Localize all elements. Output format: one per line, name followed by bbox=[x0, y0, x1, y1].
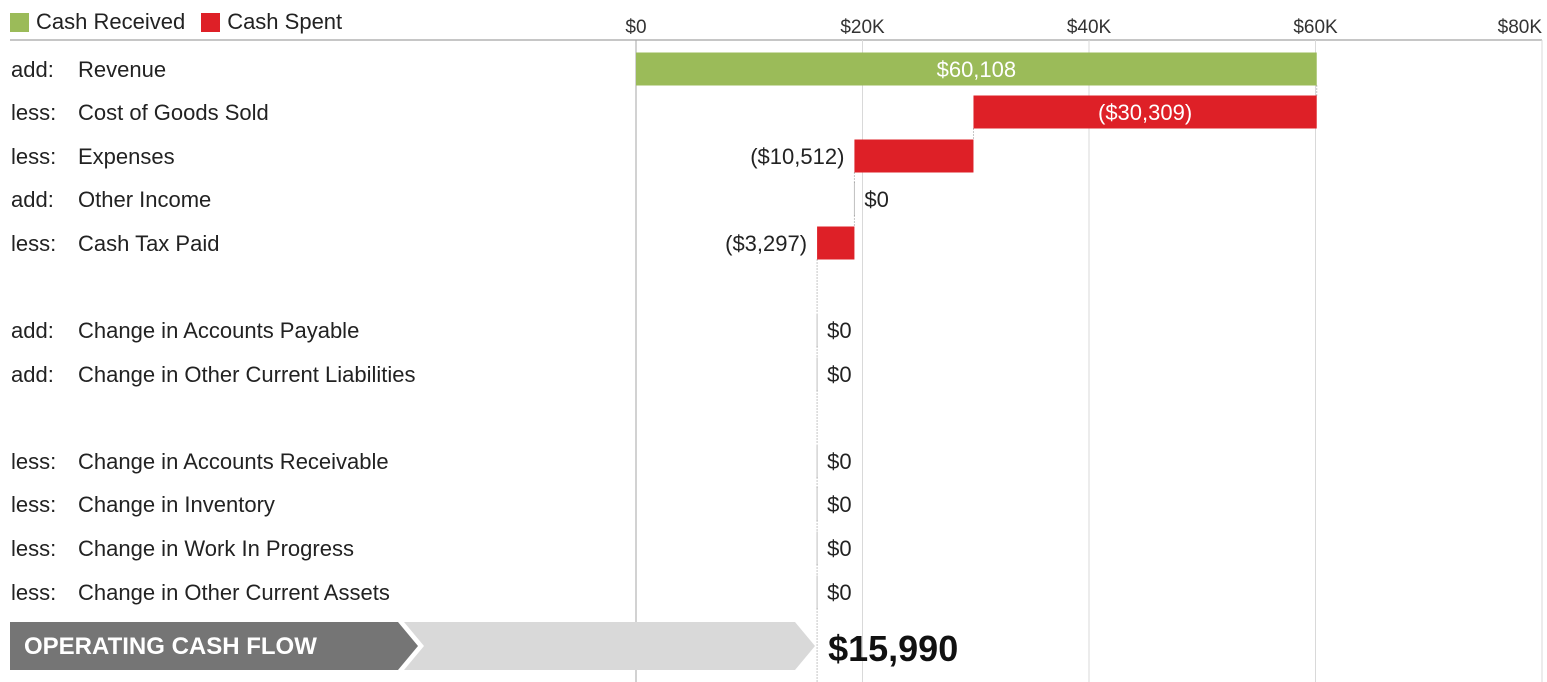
row-label: Cash Tax Paid bbox=[78, 231, 219, 256]
legend-swatch-received bbox=[10, 12, 29, 32]
total-banner-tail bbox=[404, 622, 815, 670]
value-label: $0 bbox=[827, 580, 851, 605]
row-label: Change in Accounts Receivable bbox=[78, 449, 389, 474]
waterfall-bar bbox=[973, 95, 1317, 129]
row-prefix: less: bbox=[11, 492, 56, 517]
total-value: $15,990 bbox=[828, 628, 958, 669]
waterfall-bar bbox=[636, 52, 1317, 86]
row-prefix: less: bbox=[11, 580, 56, 605]
row-label: Change in Work In Progress bbox=[78, 536, 354, 561]
tick-label: $80K bbox=[1498, 17, 1543, 38]
legend-item-cash-spent: Cash Spent bbox=[201, 9, 342, 35]
value-label: ($30,309) bbox=[1098, 100, 1192, 125]
total-label: OPERATING CASH FLOW bbox=[24, 633, 317, 660]
legend-label-received: Cash Received bbox=[36, 9, 186, 34]
tick-label: $20K bbox=[840, 17, 885, 38]
total-banner-head bbox=[10, 622, 418, 670]
chart-legend: Cash Received Cash Spent bbox=[10, 9, 358, 35]
value-label: ($10,512) bbox=[750, 144, 844, 169]
legend-label-spent: Cash Spent bbox=[227, 9, 343, 34]
row-label: Change in Other Current Assets bbox=[78, 580, 390, 605]
row-prefix: add: bbox=[11, 318, 54, 343]
row-prefix: less: bbox=[11, 449, 56, 474]
value-label: $0 bbox=[827, 362, 851, 387]
row-prefix: add: bbox=[11, 187, 54, 212]
value-label: $0 bbox=[827, 492, 851, 517]
value-label: $0 bbox=[827, 536, 851, 561]
row-prefix: less: bbox=[11, 100, 56, 125]
legend-swatch-spent bbox=[201, 12, 221, 32]
row-prefix: add: bbox=[11, 362, 54, 387]
row-label: Change in Other Current Liabilities bbox=[78, 362, 416, 387]
tick-label: $40K bbox=[1067, 17, 1112, 38]
tick-label: $60K bbox=[1293, 17, 1338, 38]
waterfall-bar bbox=[854, 139, 974, 173]
row-prefix: less: bbox=[11, 231, 56, 256]
value-label: $0 bbox=[827, 449, 851, 474]
row-label: Other Income bbox=[78, 187, 211, 212]
value-label: $0 bbox=[864, 187, 888, 212]
row-label: Expenses bbox=[78, 144, 175, 169]
legend-item-cash-received: Cash Received bbox=[10, 9, 185, 35]
tick-label: $0 bbox=[625, 17, 646, 38]
waterfall-bar bbox=[817, 226, 855, 260]
row-prefix: add: bbox=[11, 57, 54, 82]
value-label: $0 bbox=[827, 318, 851, 343]
row-label: Change in Accounts Payable bbox=[78, 318, 359, 343]
value-label: ($3,297) bbox=[725, 231, 807, 256]
row-prefix: less: bbox=[11, 536, 56, 561]
value-label: $60,108 bbox=[937, 57, 1017, 82]
row-label: Cost of Goods Sold bbox=[78, 100, 269, 125]
row-label: Change in Inventory bbox=[78, 492, 275, 517]
row-label: Revenue bbox=[78, 57, 166, 82]
row-prefix: less: bbox=[11, 144, 56, 169]
